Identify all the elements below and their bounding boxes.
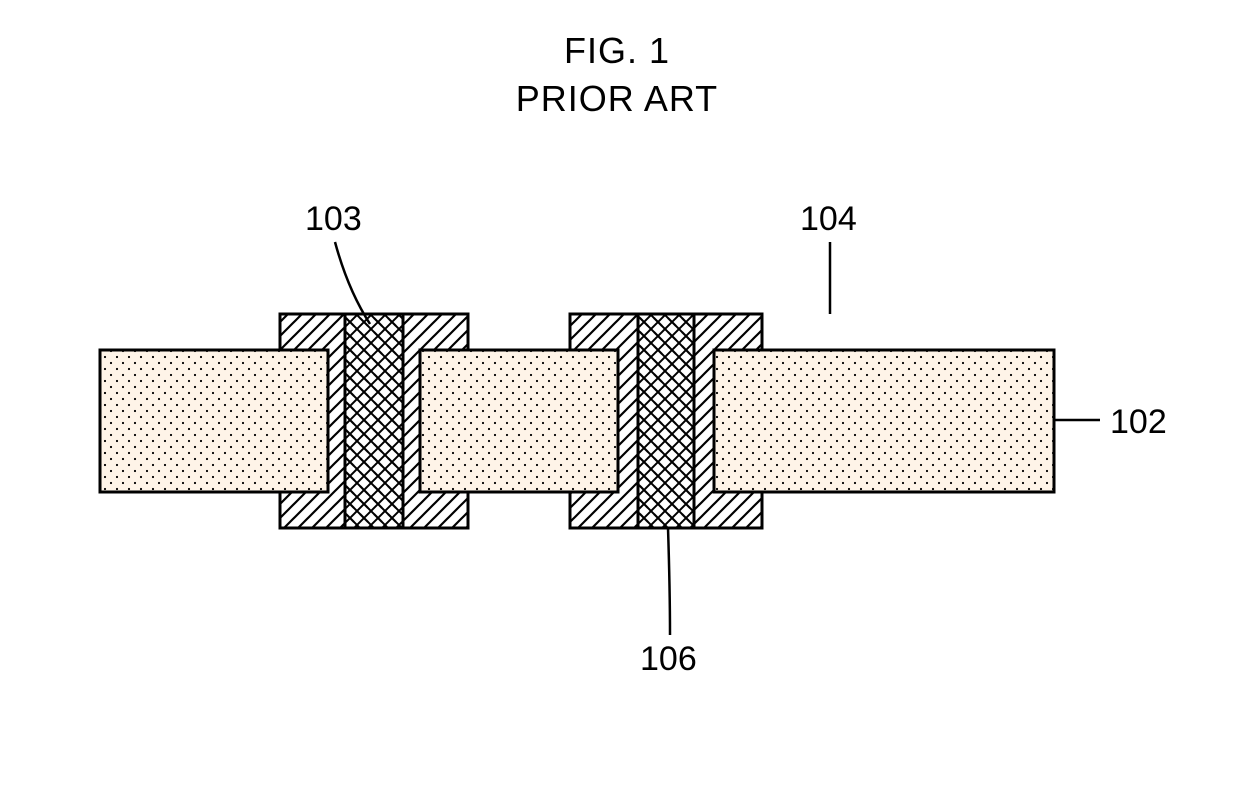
figure-canvas: FIG. 1 PRIOR ART (0, 0, 1234, 788)
callout-label-104: 104 (800, 200, 857, 239)
figure-svg (0, 0, 1234, 788)
callout-label-102: 102 (1110, 403, 1167, 442)
block-102 (100, 350, 328, 492)
block-102 (420, 350, 618, 492)
callout-leader (335, 242, 370, 324)
callout-label-106: 106 (640, 640, 697, 679)
block-102 (714, 350, 1054, 492)
core-crosshatch (638, 314, 694, 528)
callout-label-103: 103 (305, 200, 362, 239)
callout-leader (668, 528, 670, 635)
core-crosshatch (345, 314, 403, 528)
layer-102-dotted (100, 350, 1054, 492)
